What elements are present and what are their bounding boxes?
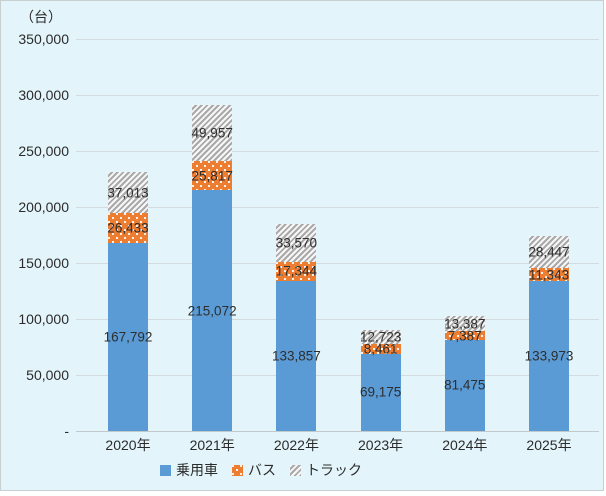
data-label: 167,792 — [103, 329, 153, 345]
bar-segment-乗用車 — [529, 280, 569, 431]
y-axis-tick-label: 150,000 — [18, 255, 69, 271]
gridline — [76, 95, 599, 96]
data-label: 25,817 — [191, 168, 233, 184]
gridline — [76, 151, 599, 152]
data-label: 49,957 — [191, 125, 233, 141]
data-label: 133,973 — [524, 348, 574, 364]
gridline — [76, 319, 599, 320]
legend-label: バス — [248, 462, 276, 478]
data-label: 7,387 — [447, 328, 482, 344]
bar-segment-トラック — [360, 329, 401, 345]
legend-item: 乗用車 — [160, 460, 218, 480]
x-axis-line — [76, 431, 599, 432]
x-axis-label: 2025年 — [526, 437, 572, 453]
bar-segment-バス — [276, 261, 317, 282]
legend-item: トラック — [290, 460, 362, 480]
data-label: 69,175 — [359, 384, 402, 400]
x-axis-label: 2020年 — [105, 437, 151, 453]
bar-segment-トラック — [276, 224, 317, 262]
x-axis-label: 2021年 — [189, 437, 235, 453]
y-axis-tick-label: - — [64, 423, 69, 439]
data-label: 37,013 — [107, 185, 149, 201]
x-axis-label: 2022年 — [273, 437, 319, 453]
bar-segment-トラック — [529, 236, 569, 269]
legend-marker-white-dots — [232, 464, 243, 476]
y-axis-tick-label: 250,000 — [18, 143, 69, 159]
bar-segment-バス — [360, 344, 401, 354]
legend-item: バス — [232, 460, 276, 480]
bar-segment-バス — [529, 268, 569, 281]
gridline — [76, 263, 599, 264]
legend-marker-diagonal-hatch — [290, 464, 301, 476]
y-axis-tick-label: 350,000 — [18, 31, 69, 47]
y-axis-tick-label: 200,000 — [18, 199, 69, 215]
y-axis-tick-label: 100,000 — [18, 311, 69, 327]
legend-marker-solid — [160, 464, 171, 476]
data-label: 133,857 — [271, 348, 321, 364]
bar-segment-トラック — [108, 172, 148, 214]
bar-segment-乗用車 — [360, 353, 401, 431]
bar-segment-バス — [108, 213, 148, 244]
x-axis-label: 2023年 — [358, 437, 404, 453]
bar-segment-乗用車 — [192, 190, 233, 431]
bar-segment-バス — [444, 331, 485, 340]
data-label: 33,570 — [275, 235, 318, 251]
gridline — [76, 39, 599, 40]
bar-segment-バス — [192, 161, 233, 191]
x-axis-label: 2024年 — [442, 437, 488, 453]
gridline — [76, 375, 599, 376]
data-label: 215,072 — [187, 303, 237, 319]
legend-label: 乗用車 — [176, 462, 218, 478]
legend-label: トラック — [306, 462, 362, 478]
data-label: 17,344 — [275, 263, 318, 279]
bar-segment-トラック — [192, 105, 233, 162]
y-axis-tick-label: 50,000 — [26, 367, 69, 383]
data-label: 26,433 — [107, 220, 149, 236]
data-label: 13,387 — [444, 316, 486, 332]
data-label: 8,461 — [363, 341, 398, 357]
y-axis-tick-label: 300,000 — [18, 87, 69, 103]
gridline — [76, 207, 599, 208]
legend: 乗用車 バス トラック — [0, 460, 562, 480]
data-label: 12,723 — [359, 329, 402, 345]
data-label: 81,475 — [444, 377, 486, 393]
axis-unit-label: （台） — [20, 9, 62, 25]
bar-segment-乗用車 — [444, 339, 485, 431]
bar-segment-乗用車 — [108, 243, 148, 431]
bar-segment-トラック — [444, 316, 485, 332]
data-label: 28,447 — [528, 244, 570, 260]
bar-segment-乗用車 — [276, 281, 317, 431]
data-label: 11,343 — [528, 267, 570, 283]
